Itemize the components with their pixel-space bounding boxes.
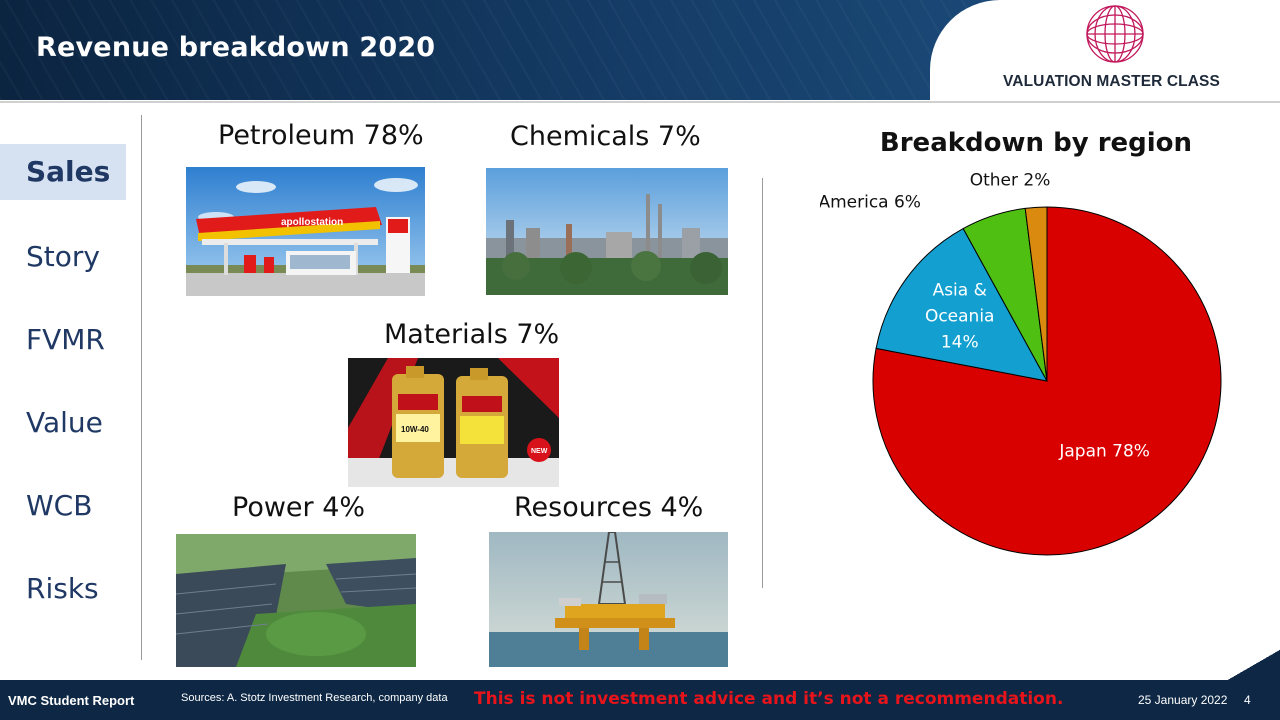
nav-item-story[interactable]: Story: [26, 240, 100, 273]
page-title: Revenue breakdown 2020: [36, 32, 436, 63]
footer-sources: Sources: A. Stotz Investment Research, c…: [181, 692, 448, 704]
pie-label-3: Other 2%: [970, 170, 1051, 190]
bottle-grade-text: 10W-40: [401, 425, 429, 434]
pie-slice-3: [1024, 206, 1048, 382]
segment-label-materials: Materials 7%: [384, 319, 560, 350]
footer-disclaimer: This is not investment advice and it’s n…: [474, 689, 1064, 709]
pie-slice-1: [875, 227, 1048, 382]
gas-station-photo: apollostation: [186, 167, 425, 296]
nav-item-sales[interactable]: Sales: [0, 144, 126, 200]
segment-label-chemicals: Chemicals 7%: [510, 121, 701, 152]
logo-wordmark: VALUATION MASTER CLASS: [1003, 73, 1220, 90]
chart-title: Breakdown by region: [879, 128, 1193, 158]
page-number: 4: [1244, 693, 1251, 707]
nav-item-risks[interactable]: Risks: [26, 572, 99, 605]
offshore-rig-photo: [489, 532, 728, 667]
footer-report-label: VMC Student Report: [8, 693, 135, 708]
lubricant-bottles-photo: 10W-40 NEW: [348, 358, 559, 487]
nav-item-fvmr[interactable]: FVMR: [26, 323, 105, 356]
footer-date: 25 January 2022: [1138, 693, 1228, 707]
globe-logo-icon: [1086, 5, 1144, 63]
station-sign-text: apollostation: [281, 217, 343, 228]
content-divider: [762, 178, 763, 588]
header-rule: [0, 101, 1280, 103]
solar-farm-photo: [176, 534, 416, 667]
nav-item-wcb[interactable]: WCB: [26, 489, 93, 522]
pie-label-1: Asia & Oceania 14%: [925, 281, 995, 353]
segment-label-petroleum: Petroleum 78%: [218, 120, 424, 151]
nav-item-value[interactable]: Value: [26, 406, 103, 439]
pie-label-0: Japan 78%: [1058, 442, 1150, 462]
section-nav: Sales Story FVMR Value WCB Risks: [0, 115, 142, 660]
nav-divider: [141, 115, 142, 660]
chemical-plant-photo: [486, 168, 728, 295]
segment-label-power: Power 4%: [232, 492, 366, 523]
segment-label-resources: Resources 4%: [514, 492, 704, 523]
footer-bar: [0, 680, 1280, 720]
pie-label-2: North America 6%: [820, 193, 921, 213]
new-badge-text: NEW: [531, 448, 548, 455]
